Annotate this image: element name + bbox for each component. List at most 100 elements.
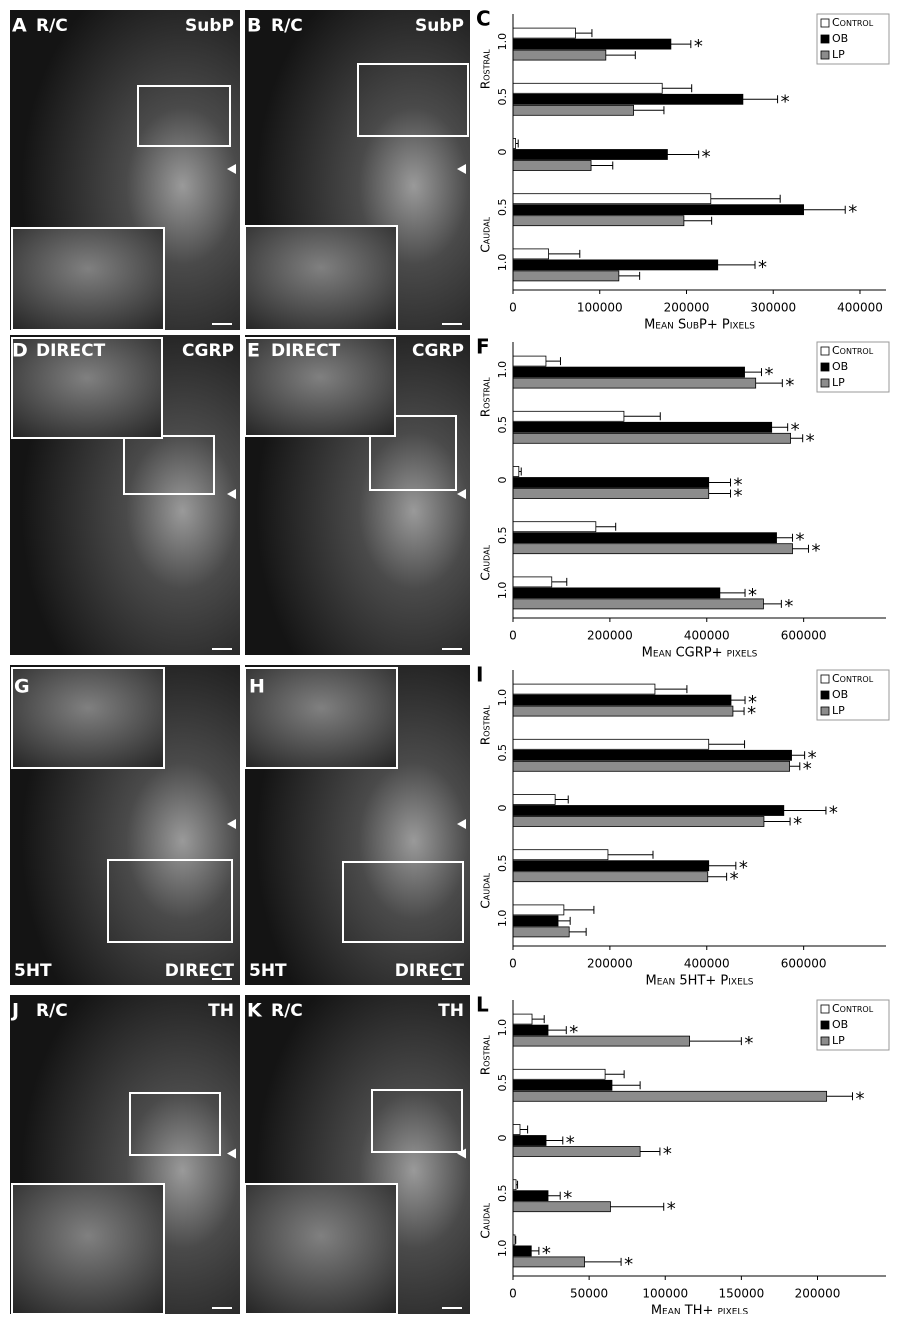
error-bar — [520, 1126, 528, 1134]
error-bar — [671, 40, 691, 48]
bar — [513, 1191, 548, 1201]
x-tick-label: 50000 — [570, 1287, 608, 1301]
x-tick-label: 100000 — [577, 301, 623, 315]
panel-label: R/C — [36, 16, 68, 36]
error-bar — [610, 1203, 663, 1211]
legend-label: LP — [832, 48, 845, 61]
x-tick-label: 0 — [509, 957, 517, 971]
error-bar — [585, 1258, 622, 1266]
panel-label: SubP — [415, 16, 464, 36]
bar — [513, 905, 564, 915]
error-bar — [763, 600, 781, 608]
category-label: 0.5 — [496, 1074, 509, 1092]
inset-image — [245, 226, 397, 330]
error-bar — [745, 368, 762, 376]
bar — [513, 1125, 520, 1135]
inset-image — [12, 668, 164, 768]
bar — [513, 695, 731, 705]
region-label: Caudal — [479, 872, 493, 908]
legend-swatch — [821, 35, 829, 43]
x-tick-label: 0 — [509, 1287, 517, 1301]
bar — [513, 1025, 548, 1035]
bar — [513, 249, 549, 259]
bar — [513, 544, 793, 554]
bar — [513, 161, 591, 171]
bar — [513, 684, 655, 694]
category-label: 0.5 — [496, 88, 509, 106]
error-bar — [718, 261, 755, 269]
category-label: 1.0 — [496, 361, 509, 379]
inset-image — [12, 1184, 164, 1314]
legend-label: OB — [832, 1018, 848, 1031]
error-bar — [684, 217, 712, 225]
bar — [513, 150, 667, 160]
x-tick-label: 0 — [509, 301, 517, 315]
bar — [513, 478, 709, 488]
category-label: 1.0 — [496, 1019, 509, 1037]
x-tick-label: 300000 — [750, 301, 796, 315]
bar — [513, 1069, 605, 1079]
category-label: 0.5 — [496, 854, 509, 872]
error-bar — [605, 1070, 624, 1078]
error-bar — [569, 928, 586, 936]
x-tick-label: 200000 — [587, 957, 633, 971]
category-label: 0.5 — [496, 198, 509, 216]
error-bar — [709, 479, 731, 487]
error-bar — [655, 685, 687, 693]
significance-marker: * — [796, 530, 805, 551]
bar — [513, 795, 555, 805]
inset-image — [245, 668, 397, 768]
panel-letter: J — [10, 1000, 19, 1022]
chart-panel-letter: L — [476, 993, 489, 1017]
bar — [513, 489, 709, 499]
error-bar — [784, 807, 826, 815]
x-tick-label: 400000 — [684, 957, 730, 971]
significance-marker: * — [848, 202, 857, 223]
error-bar — [634, 106, 664, 114]
bar — [513, 872, 708, 882]
error-bar — [711, 195, 780, 203]
panel-label: R/C — [36, 1001, 68, 1021]
significance-marker: * — [747, 703, 756, 724]
panel-letter: A — [12, 15, 27, 37]
category-label: 0.5 — [496, 744, 509, 762]
significance-marker: * — [784, 596, 793, 617]
region-label: Rostral — [479, 49, 493, 89]
error-bar — [575, 29, 591, 37]
chart-panel-letter: I — [476, 663, 483, 687]
significance-marker: * — [758, 257, 767, 278]
panel-label: CGRP — [412, 341, 464, 361]
error-bar — [619, 272, 640, 280]
significance-marker: * — [667, 1199, 676, 1220]
panel-label: SubP — [185, 16, 234, 36]
panel-letter: K — [247, 1000, 263, 1022]
error-bar — [662, 84, 691, 92]
x-tick-label: 200000 — [795, 1287, 841, 1301]
bar — [513, 806, 784, 816]
bar — [513, 861, 709, 871]
bar — [513, 433, 791, 443]
bar — [513, 39, 671, 49]
legend-swatch — [821, 51, 829, 59]
region-label: Rostral — [479, 705, 493, 745]
x-axis-label: Mean 5HT+ Pixels — [645, 974, 753, 989]
error-bar — [733, 707, 744, 715]
bar — [513, 739, 709, 749]
panel-label: DIRECT — [36, 341, 106, 361]
error-bar — [546, 357, 561, 365]
error-bar — [548, 1026, 566, 1034]
x-tick-label: 600000 — [781, 957, 827, 971]
significance-marker: * — [856, 1088, 865, 1109]
error-bar — [720, 589, 745, 597]
x-tick-label: 0 — [509, 629, 517, 643]
error-bar — [709, 490, 731, 498]
inset-image — [245, 1184, 397, 1314]
error-bar — [640, 1148, 660, 1156]
error-bar — [558, 917, 570, 925]
significance-marker: * — [785, 375, 794, 396]
significance-marker: * — [663, 1144, 672, 1165]
error-bar — [772, 423, 788, 431]
bar — [513, 588, 720, 598]
bar — [513, 761, 790, 771]
bar — [513, 194, 711, 204]
